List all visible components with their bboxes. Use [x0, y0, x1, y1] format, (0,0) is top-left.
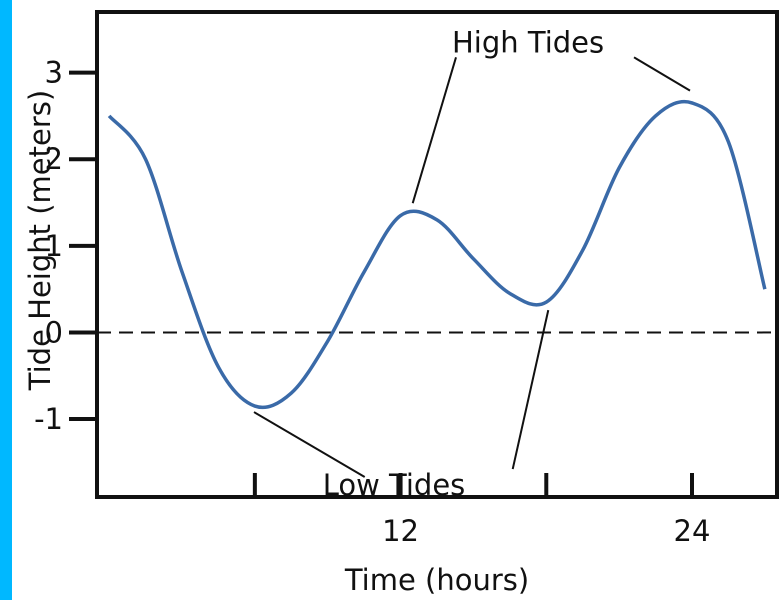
high-tide-leader	[633, 56, 691, 92]
y-tick-label: 0	[45, 315, 63, 349]
low-tide-leader	[253, 411, 366, 478]
annotation-low-tides: Low Tides	[323, 468, 466, 502]
y-tick-label: 1	[45, 229, 63, 263]
low-tide-leader	[511, 309, 550, 470]
x-axis-label: Time (hours)	[344, 563, 529, 597]
x-tick-label: 12	[382, 514, 419, 548]
y-axis-ticks: -1 0 1 2 3	[34, 56, 97, 436]
x-tick-label: 24	[674, 514, 711, 548]
high-tide-leader	[411, 57, 457, 204]
y-tick-label: 3	[45, 56, 63, 90]
y-tick-label: -1	[34, 402, 63, 436]
accent-strip	[0, 0, 12, 600]
annotation-high-tides: High Tides	[452, 25, 604, 59]
annotation-leaders	[253, 56, 691, 478]
y-tick-label: 2	[45, 142, 63, 176]
series-line	[107, 99, 767, 410]
x-axis-ticks: 12 24	[252, 473, 711, 548]
plot-frame	[95, 10, 779, 499]
y-axis-label: Tide Height (meters)	[23, 90, 57, 391]
